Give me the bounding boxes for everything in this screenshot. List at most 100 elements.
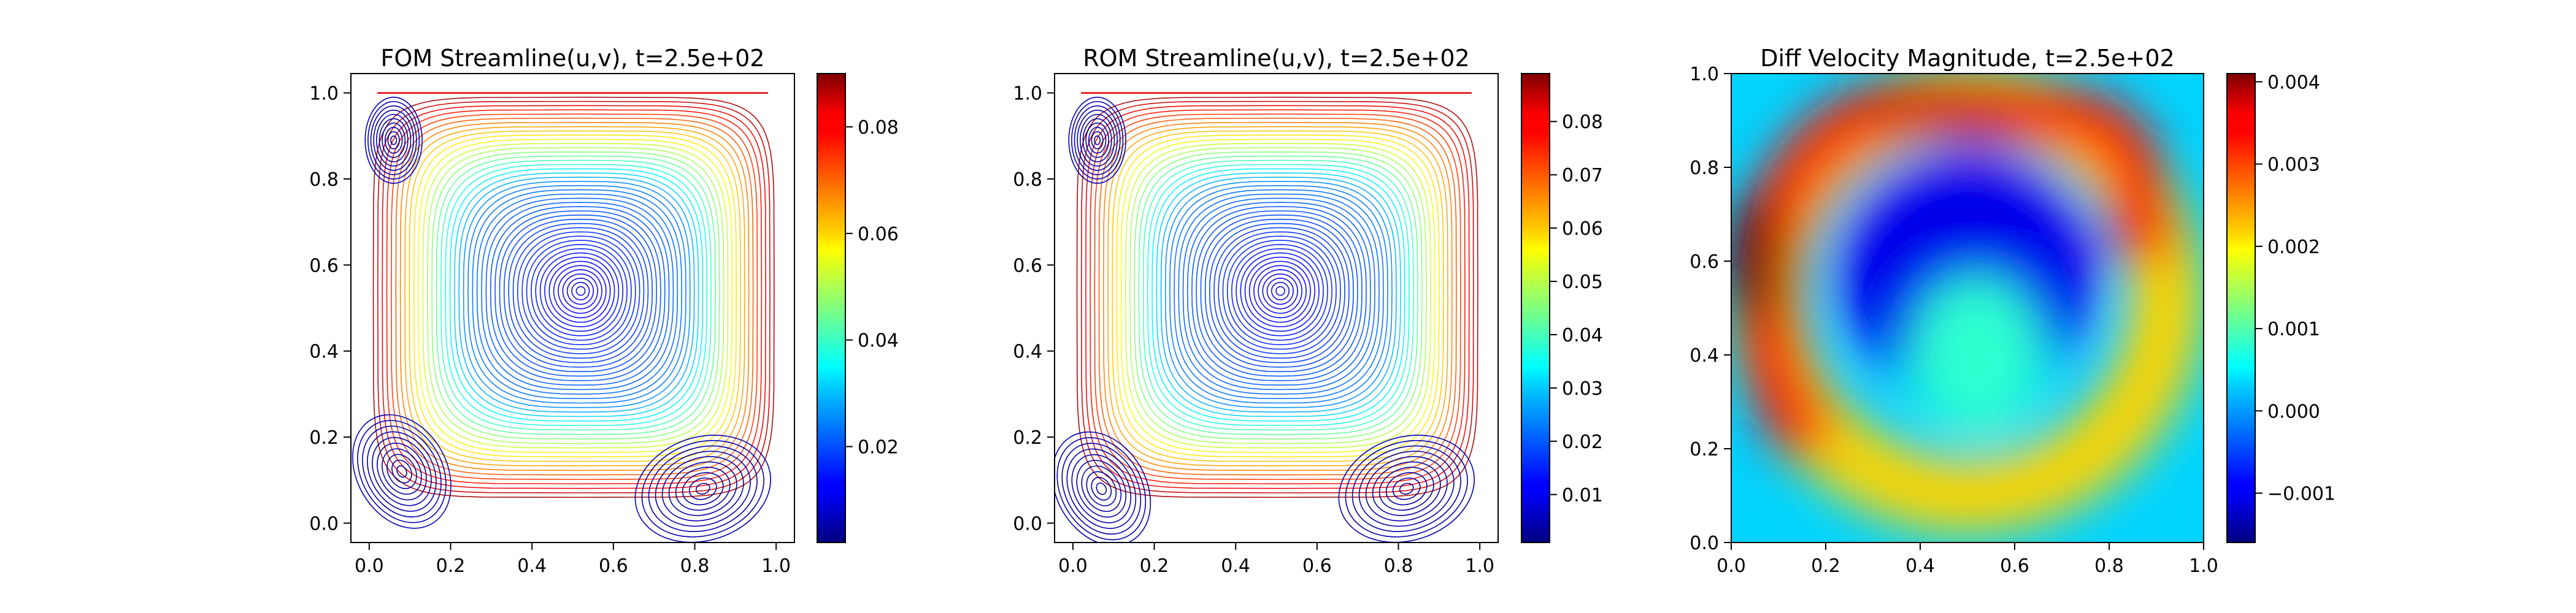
streamline-primary bbox=[1152, 168, 1405, 422]
streamline-secondary-1 bbox=[367, 431, 437, 512]
streamline-primary bbox=[512, 227, 645, 359]
streamline-secondary-1 bbox=[362, 425, 442, 518]
streamline-primary bbox=[386, 109, 763, 485]
colorbar-tick-label: 0.004 bbox=[2267, 72, 2320, 93]
streamline-primary bbox=[539, 252, 620, 332]
y-tick-label: 0.2 bbox=[1690, 439, 1719, 460]
colorbar-tick-label: 0.08 bbox=[1562, 112, 1603, 133]
streamline-secondary-1 bbox=[382, 448, 422, 495]
streamline-secondary-3 bbox=[1082, 118, 1112, 162]
colorbar-tick-label: 0.04 bbox=[1562, 325, 1603, 346]
streamline-primary bbox=[1080, 101, 1474, 493]
streamline-secondary-2 bbox=[1338, 435, 1475, 543]
streamline-primary bbox=[472, 189, 682, 400]
streamline-secondary-1 bbox=[372, 436, 432, 506]
streamline-primary bbox=[458, 177, 695, 413]
streamline-primary bbox=[1098, 118, 1457, 476]
axes-frame bbox=[350, 73, 795, 543]
streamline-secondary-3 bbox=[387, 131, 400, 150]
streamline-primary bbox=[1253, 265, 1307, 319]
streamline-primary bbox=[382, 105, 766, 489]
colorbar-tick-label: −0.001 bbox=[2267, 483, 2336, 504]
streamline-primary bbox=[1142, 159, 1414, 431]
panel-2: 0.0 0.2 0.4 0.6 0.8 1.0 0.0 0.2 0.4 0.6 0.8 1.0 ROM … bbox=[1013, 45, 1603, 577]
streamline-secondary-1 bbox=[1096, 482, 1107, 495]
streamline-primary bbox=[1138, 155, 1418, 435]
streamline-primary bbox=[485, 202, 670, 386]
x-tick-label: 0.4 bbox=[517, 555, 547, 577]
streamline-secondary-1 bbox=[1066, 448, 1137, 529]
streamline-primary bbox=[1226, 240, 1332, 346]
streamline-primary bbox=[508, 223, 649, 364]
streamline-secondary-1 bbox=[1091, 476, 1112, 501]
streamline-primary bbox=[553, 265, 607, 319]
streamline-primary bbox=[1186, 202, 1371, 386]
streamline-secondary-1 bbox=[391, 459, 412, 484]
streamline-primary bbox=[1090, 109, 1466, 485]
colorbar-tick-label: 0.000 bbox=[2267, 401, 2320, 422]
streamline-secondary-2 bbox=[1378, 466, 1434, 511]
axes-frame bbox=[1054, 73, 1499, 543]
colorbar-tick-label: 0.03 bbox=[1562, 378, 1603, 400]
streamline-secondary-2 bbox=[634, 435, 771, 543]
y-tick-label: 0.2 bbox=[309, 427, 339, 449]
streamline-primary bbox=[521, 235, 636, 350]
streamline-secondary-2 bbox=[661, 456, 744, 522]
streamline-secondary-2 bbox=[695, 482, 710, 495]
streamline-secondary-3 bbox=[384, 126, 403, 154]
y-tick-label: 0.8 bbox=[1013, 169, 1042, 191]
streamline-primary bbox=[1271, 281, 1290, 300]
streamline-secondary-2 bbox=[1351, 445, 1461, 532]
streamline-primary bbox=[503, 218, 653, 368]
streamline-secondary-3 bbox=[367, 101, 420, 180]
streamline-primary bbox=[422, 143, 729, 449]
streamline-primary bbox=[476, 193, 679, 395]
streamline-primary bbox=[1248, 261, 1311, 323]
y-tick-label: 0.4 bbox=[309, 341, 339, 363]
streamline-primary bbox=[571, 281, 590, 300]
streamline-primary bbox=[1085, 105, 1470, 489]
streamline-primary bbox=[499, 214, 657, 373]
streamline-secondary-2 bbox=[682, 472, 724, 506]
streamline-primary bbox=[517, 231, 640, 354]
streamline-primary bbox=[1120, 139, 1436, 453]
colorbar-tick-label: 0.05 bbox=[1562, 272, 1603, 293]
colorbar bbox=[1521, 73, 1550, 543]
chart-title: Diff Velocity Magnitude, t=2.5e+02 bbox=[1760, 45, 2174, 72]
streamline-secondary-2 bbox=[1385, 472, 1428, 506]
x-tick-label: 0.6 bbox=[599, 555, 628, 577]
x-tick-label: 0.2 bbox=[1140, 555, 1169, 577]
y-tick-label: 0.8 bbox=[309, 169, 339, 191]
streamline-primary bbox=[1244, 256, 1315, 327]
streamline-primary bbox=[1164, 181, 1393, 408]
streamline-primary bbox=[1200, 214, 1358, 373]
streamline-secondary-3 bbox=[364, 96, 423, 184]
streamline-primary bbox=[1160, 177, 1397, 413]
panel-1: 0.0 0.2 0.4 0.6 0.8 1.0 0.0 0.2 0.4 0.6 0.8 1.0 FOM … bbox=[309, 45, 899, 577]
plot-area bbox=[1055, 74, 1498, 543]
y-tick-label: 0.6 bbox=[309, 255, 339, 276]
streamline-primary bbox=[490, 206, 666, 381]
plot-area bbox=[1731, 74, 2204, 543]
streamline-secondary-1 bbox=[352, 414, 452, 529]
colorbar-tick-label: 0.06 bbox=[858, 224, 899, 245]
streamline-secondary-1 bbox=[1076, 460, 1127, 518]
x-tick-label: 0.2 bbox=[436, 555, 466, 577]
y-tick-label: 0.0 bbox=[1013, 513, 1042, 535]
panel-3: 0.0 0.2 0.4 0.6 0.8 1.0 0.0 0.2 0.4 0.6 0.8 1.0 Diff… bbox=[1690, 45, 2336, 577]
streamline-primary bbox=[566, 277, 594, 305]
streamline-secondary-1 bbox=[377, 443, 427, 501]
streamline-secondary-2 bbox=[688, 478, 717, 500]
streamline-secondary-2 bbox=[1345, 440, 1468, 538]
streamline-secondary-3 bbox=[1071, 101, 1124, 180]
streamline-secondary-2 bbox=[1399, 482, 1414, 495]
y-tick-label: 0.6 bbox=[1690, 251, 1719, 273]
streamline-secondary-2 bbox=[1365, 456, 1448, 522]
streamline-secondary-2 bbox=[668, 461, 737, 516]
streamline-primary bbox=[463, 181, 691, 408]
x-tick-label: 0.4 bbox=[1221, 555, 1250, 577]
x-tick-label: 0.4 bbox=[1905, 555, 1935, 577]
streamline-primary bbox=[1094, 113, 1461, 480]
streamline-primary bbox=[1178, 193, 1380, 395]
